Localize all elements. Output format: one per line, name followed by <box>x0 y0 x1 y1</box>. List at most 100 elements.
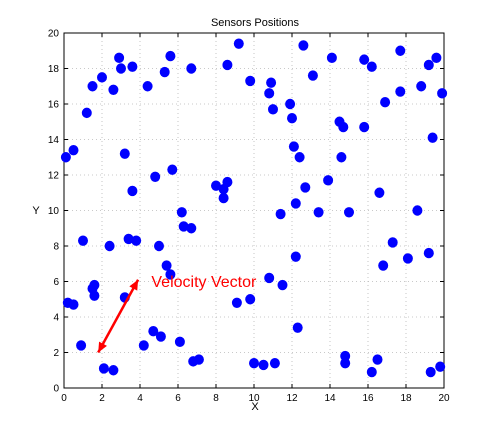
y-tick-label: 18 <box>48 64 60 75</box>
x-tick-label: 18 <box>400 393 412 404</box>
sensor-point <box>366 366 377 378</box>
y-tick-label: 16 <box>48 100 60 111</box>
sensor-point <box>323 175 334 186</box>
sensor-point <box>431 52 442 64</box>
sensor-point <box>68 144 79 156</box>
x-axis-label: X <box>251 401 259 413</box>
y-axis-label: Y <box>32 205 40 217</box>
x-tick-label: 0 <box>61 393 67 404</box>
sensor-point <box>104 240 115 252</box>
sensor-point <box>266 77 277 88</box>
x-tick-label: 2 <box>99 393 105 404</box>
sensor-point <box>380 97 391 108</box>
velocity-vector-annotation: Velocity Vector <box>97 274 257 354</box>
y-tick-label: 2 <box>53 348 59 359</box>
sensor-point <box>178 221 189 232</box>
sensor-point <box>154 240 164 252</box>
sensor-point <box>78 235 88 246</box>
sensor-point <box>387 237 398 248</box>
y-tick-label: 8 <box>53 242 59 253</box>
chart-title: Sensors Positions <box>211 17 300 29</box>
sensor-point <box>186 63 197 74</box>
x-tick-label: 16 <box>362 393 374 404</box>
sensor-point <box>366 61 377 72</box>
sensor-point <box>148 326 159 337</box>
sensor-point <box>374 187 385 198</box>
sensor-point <box>326 52 337 64</box>
sensor-point <box>437 88 448 99</box>
x-tick-label: 20 <box>438 393 450 404</box>
sensor-point <box>245 294 256 305</box>
velocity-vector-arrowhead-end <box>129 279 139 291</box>
sensor-point <box>313 207 324 218</box>
sensor-point <box>142 81 153 92</box>
sensor-point <box>288 141 299 152</box>
sensor-point <box>108 84 119 96</box>
sensor-point <box>294 152 305 163</box>
sensor-point <box>416 81 427 92</box>
sensor-point <box>423 247 434 259</box>
sensor-point <box>290 251 301 262</box>
sensor-point <box>150 171 161 182</box>
sensor-point <box>165 269 176 280</box>
x-tick-label: 4 <box>137 393 143 404</box>
sensor-point <box>98 363 109 374</box>
sensor-point <box>340 357 351 369</box>
sensor-point <box>119 148 130 159</box>
x-tick-label: 10 <box>248 393 260 404</box>
sensor-point <box>425 366 436 378</box>
data-points <box>60 38 448 378</box>
sensor-point <box>108 365 119 376</box>
sensor-point <box>87 81 98 92</box>
sensor-point <box>359 121 370 133</box>
sensor-point <box>292 322 303 333</box>
sensor-point <box>268 104 278 115</box>
sensor-point <box>176 207 187 218</box>
sensor-point <box>412 205 423 216</box>
sensor-point <box>423 59 434 71</box>
sensor-point <box>167 164 178 175</box>
sensor-point <box>174 336 185 348</box>
sensor-point <box>338 121 349 133</box>
sensor-point <box>193 354 204 365</box>
sensor-point <box>233 38 244 49</box>
sensor-point <box>298 40 309 51</box>
sensor-point <box>68 299 79 310</box>
y-tick-label: 0 <box>53 384 59 395</box>
sensor-point <box>231 297 242 308</box>
sensor-point <box>435 361 446 372</box>
y-tick-label: 6 <box>53 277 59 288</box>
grid <box>64 33 444 388</box>
sensor-point <box>395 86 406 97</box>
sensor-point <box>344 207 354 218</box>
sensor-point <box>161 260 172 271</box>
x-tick-label: 8 <box>213 393 219 404</box>
sensor-point <box>277 279 288 291</box>
sensor-point <box>402 253 413 264</box>
axis-ticks: 0 2 4 6 8 10 12 14 16 18 20 0 2 4 6 8 10 12 14 16 18 20 <box>48 29 450 405</box>
sensor-point <box>336 152 347 163</box>
sensor-point <box>287 113 297 124</box>
sensor-point <box>222 176 233 188</box>
sensor-point <box>89 279 100 291</box>
x-tick-label: 6 <box>175 393 181 404</box>
y-tick-label: 10 <box>48 206 60 217</box>
sensor-point <box>264 272 275 284</box>
sensor-point <box>116 63 126 74</box>
sensor-point <box>222 59 233 71</box>
sensor-point <box>97 72 107 83</box>
velocity-vector-arrowhead-start <box>98 341 107 353</box>
sensor-point <box>258 359 269 371</box>
sensor-point <box>89 290 100 301</box>
sensor-point <box>307 70 318 81</box>
sensor-point <box>427 132 438 143</box>
sensor-point <box>165 50 176 62</box>
y-tick-label: 14 <box>48 135 60 146</box>
velocity-vector-label: Velocity Vector <box>151 274 257 291</box>
sensor-point <box>275 208 286 220</box>
sensor-point <box>269 357 280 369</box>
velocity-vector-arrow <box>97 279 140 354</box>
sensor-point <box>395 45 406 56</box>
